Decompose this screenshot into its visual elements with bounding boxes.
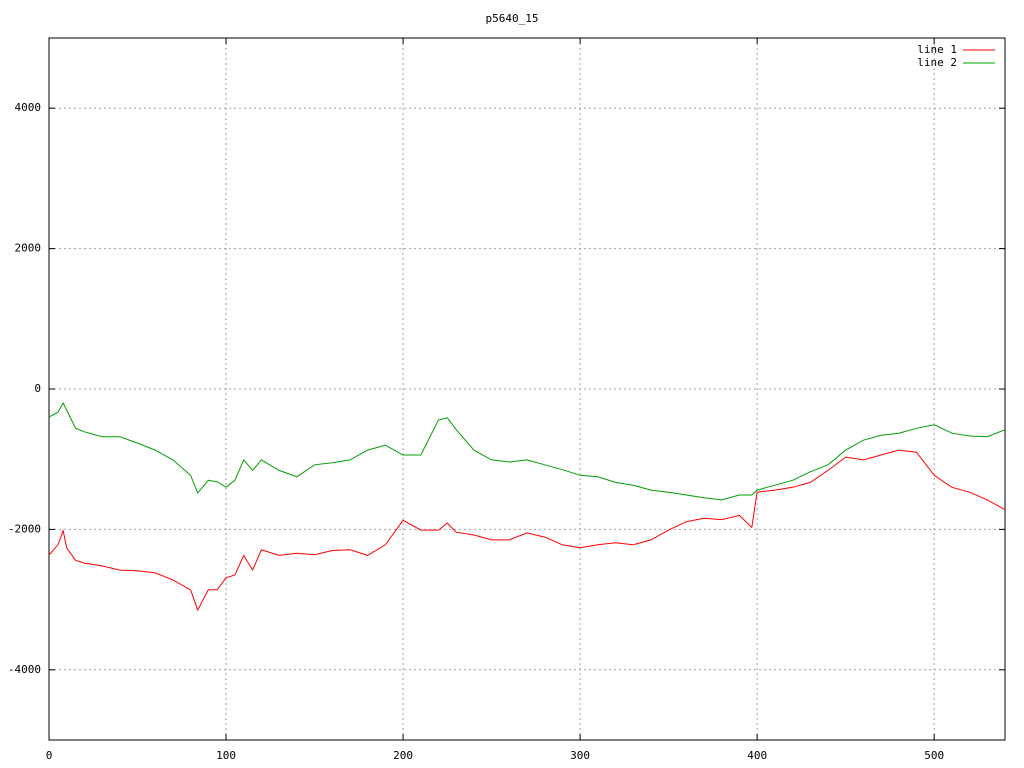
chart-title: p5640_15	[486, 12, 539, 25]
y-tick-label: 2000	[15, 242, 42, 255]
x-tick-label: 0	[46, 749, 53, 762]
x-tick-label: 200	[393, 749, 413, 762]
x-tick-label: 400	[747, 749, 767, 762]
plot-border	[48, 37, 1006, 741]
x-tick-label: 300	[570, 749, 590, 762]
y-tick-label: -4000	[8, 663, 41, 676]
y-tick-label: 0	[34, 382, 41, 395]
data-line	[48, 449, 1006, 612]
legend-label: line 2	[917, 56, 957, 69]
x-tick-label: 100	[216, 749, 236, 762]
y-tick-label: 4000	[15, 101, 42, 114]
x-tick-label: 500	[924, 749, 944, 762]
legend-label: line 1	[917, 43, 957, 56]
y-tick-label: -2000	[8, 522, 41, 535]
data-line	[48, 401, 1006, 501]
